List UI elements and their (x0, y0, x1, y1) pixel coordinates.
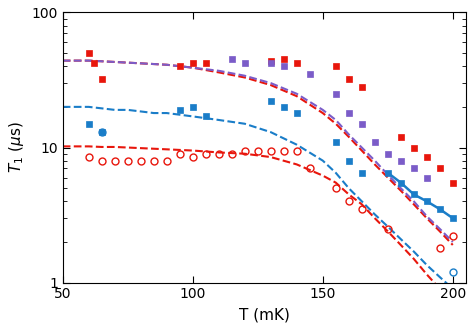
X-axis label: T (mK): T (mK) (239, 307, 290, 322)
Y-axis label: $T_1$ ($\mu$s): $T_1$ ($\mu$s) (7, 122, 26, 173)
